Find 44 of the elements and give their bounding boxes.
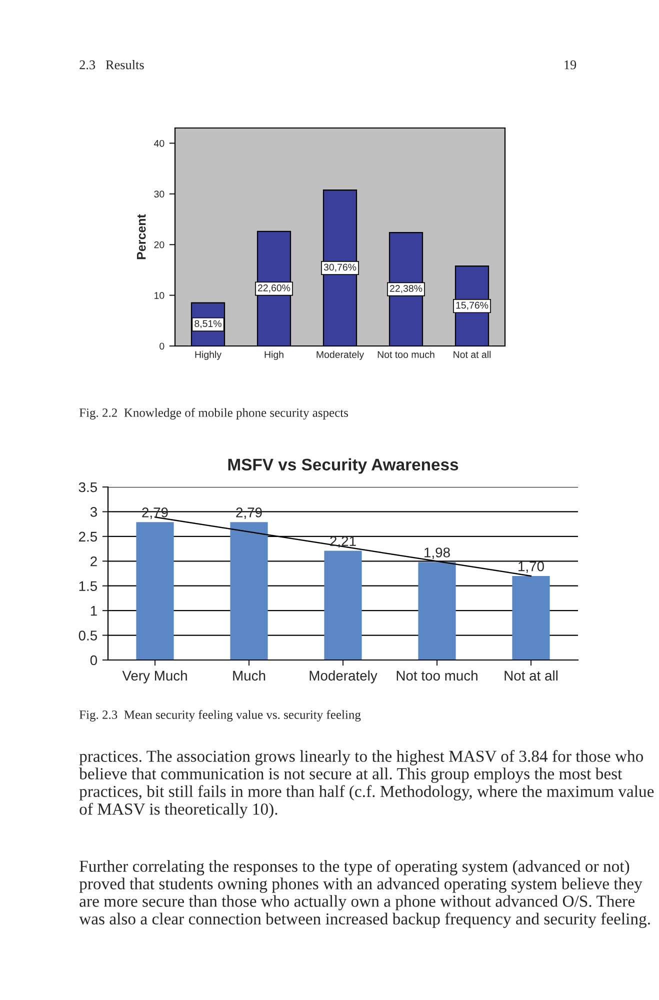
data-label: 30,76%	[324, 264, 356, 272]
text: 2.3 Results	[80, 60, 144, 70]
y-tick-label: 1	[90, 606, 97, 616]
data-label: 22,60%	[258, 284, 290, 292]
data-label: 1,70	[518, 561, 544, 573]
x-tick-label: Highly	[195, 350, 222, 360]
x-tick-label: Very Much	[122, 670, 187, 684]
y-tick-label: 2	[90, 556, 97, 566]
x-tick-label: High	[264, 350, 284, 360]
y-axis-title: Percent	[137, 214, 146, 260]
y-tick-label: 40	[154, 140, 164, 147]
caption: Fig. 2.3 Mean security feeling value vs. security feeling	[79, 710, 361, 722]
bar	[418, 562, 456, 660]
y-tick-label: 0	[90, 655, 98, 666]
data-label: 22,38%	[390, 284, 422, 294]
text: Further correlating the responses to the type of operating system (advanced or not) proved that students owning phones with an advanced operating system believe they are more secure than those who actually own a phone without advanced O/S. There was also a clear connection between increased backup frequency and security feeling.	[79, 860, 650, 928]
text: practices. The association grows linearly to the highest MASV of 3.84 for those who believe that communication is not secure at all. This group employs the most best practices, bit still fails in more than half (c.f. Methodology, where the maximum value of MASV is theoretically 10).	[79, 750, 654, 818]
bar	[512, 576, 550, 660]
x-tick-label: Much	[233, 670, 266, 681]
x-tick-label: Not at all	[504, 670, 558, 681]
x-tick-label: Not too much	[378, 350, 434, 358]
bar	[230, 522, 268, 660]
bar	[324, 550, 362, 660]
x-tick-label: Not too much	[396, 670, 478, 681]
data-label: 15,76%	[456, 302, 488, 310]
data-label: 1,98	[424, 548, 450, 560]
y-tick-label: 3	[90, 507, 97, 517]
y-tick-label: 30	[154, 190, 164, 198]
y-tick-label: 1.5	[79, 581, 98, 592]
caption: Fig. 2.2 Knowledge of mobile phone security aspects	[79, 408, 348, 420]
data-label: 8,51%	[194, 320, 222, 328]
y-tick-label: 20	[154, 241, 164, 248]
y-tick-label: 3.5	[78, 482, 98, 492]
x-tick-label: Not at all	[454, 350, 491, 358]
bar	[136, 522, 174, 660]
x-tick-label: Moderately	[316, 350, 364, 360]
y-tick-label: 2.5	[78, 532, 98, 542]
y-tick-label: 0.5	[78, 630, 98, 640]
data-label: 2,21	[330, 536, 356, 548]
x-tick-label: Moderately	[310, 670, 378, 684]
chart-title: MSFV vs Security Awareness	[228, 458, 458, 474]
y-tick-label: 0	[160, 342, 164, 350]
text: 19	[564, 60, 576, 70]
y-tick-label: 10	[154, 292, 164, 299]
